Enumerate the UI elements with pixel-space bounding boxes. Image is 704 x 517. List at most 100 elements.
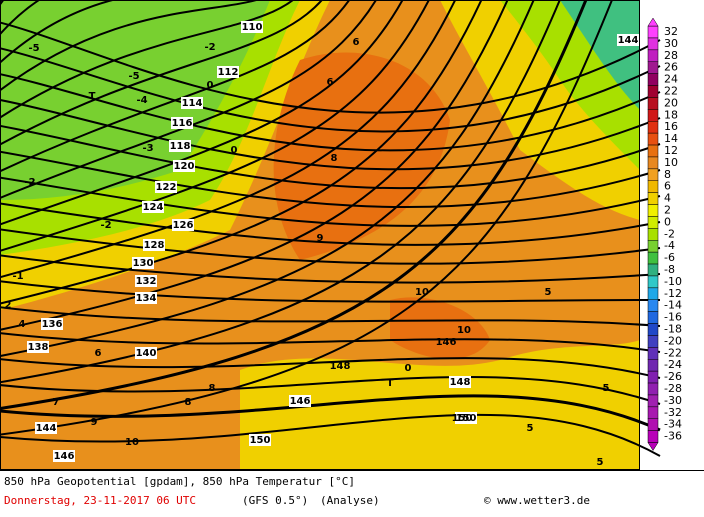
footer-date: Donnerstag, 23-11-2017 06 UTC <box>4 494 196 507</box>
map-label: 6 <box>327 77 334 88</box>
map-label: -3 <box>142 143 153 154</box>
colorbar-label: 30 <box>664 37 678 50</box>
label-bg <box>132 257 154 269</box>
map-label: 126 <box>173 220 194 231</box>
map-label: 8 <box>331 153 338 164</box>
colorbar-label: 12 <box>664 144 678 157</box>
map-label: 148 <box>450 377 471 388</box>
colorbar-label: 32 <box>664 25 678 38</box>
colorbar-swatch <box>647 228 659 241</box>
map-label: 6 <box>95 348 102 359</box>
map-label: 0 <box>231 145 238 156</box>
map-label: 0 <box>405 363 412 374</box>
colorbar-swatch <box>647 406 659 420</box>
label-bg <box>449 376 471 388</box>
colorbar-swatch <box>647 156 659 170</box>
map-label: 124 <box>143 202 164 213</box>
label-bg <box>173 160 195 172</box>
colorbar-swatch <box>647 216 659 229</box>
label-bg <box>41 318 63 330</box>
temp-field <box>560 0 640 110</box>
label-bg <box>241 21 263 33</box>
colorbar-label: -24 <box>664 358 682 371</box>
colorbar-label: 20 <box>664 96 678 109</box>
label-bg <box>172 219 194 231</box>
colorbar-cap <box>647 442 659 452</box>
colorbar-label: 10 <box>664 156 678 169</box>
map-label: 150 <box>456 413 477 424</box>
map-label: 132 <box>136 276 157 287</box>
map-label: 150 <box>250 435 271 446</box>
contour <box>0 0 661 133</box>
colorbar-label: -20 <box>664 334 682 347</box>
map-label: 5 <box>597 457 604 468</box>
colorbar-label: 16 <box>664 120 678 133</box>
contour <box>0 0 661 353</box>
map-label: 146 <box>54 451 75 462</box>
colorbar-swatch <box>647 394 659 408</box>
map-label: 118 <box>170 141 191 152</box>
map-label: 114 <box>182 98 203 109</box>
colorbar-swatch <box>647 37 659 51</box>
colorbar: 32302826242220181614121086420-2-4-6-8-10… <box>647 17 682 452</box>
colorbar-label: -2 <box>664 227 675 240</box>
colorbar-label: 18 <box>664 108 678 121</box>
map-frame <box>0 0 640 470</box>
map-label: 10 <box>457 325 471 336</box>
colorbar-swatch <box>647 144 659 158</box>
map-label: 116 <box>172 118 193 129</box>
colorbar-swatch <box>647 61 659 74</box>
colorbar-swatch <box>647 299 659 312</box>
map-label: 138 <box>28 342 49 353</box>
contour <box>0 0 661 209</box>
colorbar-swatch <box>647 168 659 182</box>
colorbar-label: 2 <box>664 204 671 217</box>
colorbar-swatch <box>647 263 659 277</box>
colorbar-swatch <box>647 323 659 336</box>
map-label: 150 <box>452 413 473 424</box>
map-label: 134 <box>136 293 157 304</box>
colorbar-label: -26 <box>664 370 682 383</box>
colorbar-swatch <box>647 49 659 62</box>
contour <box>0 0 661 379</box>
map-labels: 110 112 114 116 118 120 122 124 126 128 130 132 134 1… <box>5 21 639 468</box>
colorbar-swatch <box>647 97 659 110</box>
label-bg <box>143 239 165 251</box>
colorbar-label: -30 <box>664 394 682 407</box>
label-bg <box>135 347 157 359</box>
colorbar-label: -10 <box>664 275 682 288</box>
map-label: 144 <box>36 423 57 434</box>
map-label: 130 <box>133 258 154 269</box>
colorbar-swatch <box>647 335 659 348</box>
colorbar-label: -4 <box>664 239 675 252</box>
colorbar-swatch <box>647 418 659 431</box>
map-label: 5 <box>545 287 552 298</box>
colorbar-swatch <box>647 85 659 98</box>
map-label: 9 <box>91 417 98 428</box>
colorbar-label: -18 <box>664 323 682 336</box>
colorbar-swatch <box>647 347 659 360</box>
map: 110 112 114 116 118 120 122 124 126 128 130 132 134 1… <box>0 0 661 470</box>
colorbar-swatch <box>647 311 659 324</box>
map-label: 136 <box>42 319 63 330</box>
map-label: 6 <box>353 37 360 48</box>
colorbar-label: 24 <box>664 73 678 86</box>
colorbar-swatch <box>647 359 659 372</box>
map-label: T <box>387 378 394 389</box>
label-bg <box>142 201 164 213</box>
colorbar-swatch <box>647 109 659 122</box>
contour <box>0 0 661 432</box>
map-label: 8 <box>185 397 192 408</box>
colorbar-label: -14 <box>664 299 682 312</box>
colorbar-swatch <box>647 180 659 193</box>
footer-kind: (Analyse) <box>320 494 380 507</box>
map-label: -2 <box>24 177 35 188</box>
colorbar-swatch <box>647 370 659 384</box>
map-label: -5 <box>128 71 139 82</box>
map-label: 5 <box>527 423 534 434</box>
map-label: 10 <box>125 437 139 448</box>
colorbar-swatch <box>647 382 659 396</box>
footer-model: (GFS 0.5°) <box>242 494 308 507</box>
colorbar-swatch <box>647 73 659 86</box>
label-bg <box>155 181 177 193</box>
